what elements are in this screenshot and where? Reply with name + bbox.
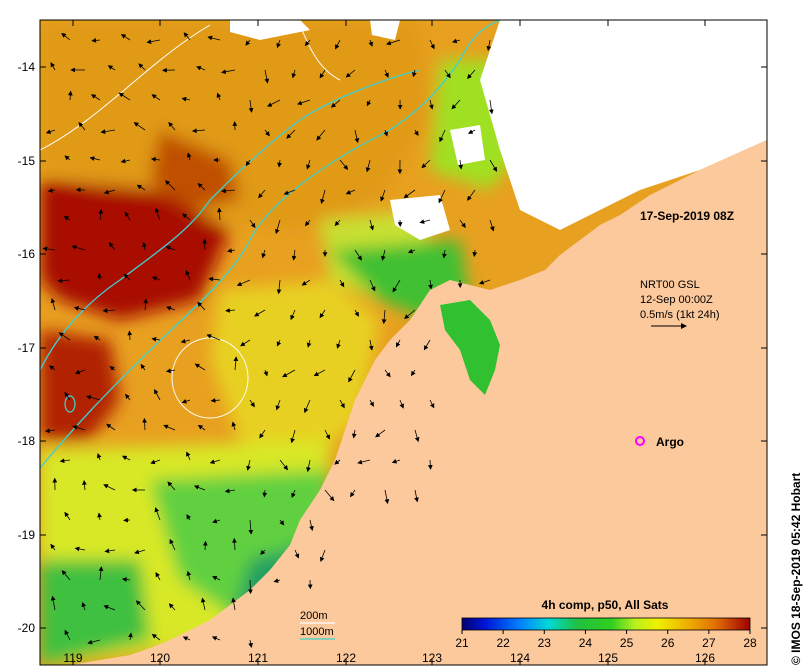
y-tick-label: -20: [18, 621, 36, 635]
colorbar-tick-label: 28: [743, 636, 757, 650]
y-tick-label: -15: [18, 154, 36, 168]
colorbar-gradient: [462, 618, 750, 630]
sst-field: [40, 20, 767, 665]
current-legend-line1: NRT00 GSL: [640, 279, 700, 291]
depth-legend-1000m: 1000m: [300, 626, 334, 638]
x-tick-label: 124: [510, 651, 530, 665]
x-tick-label: 123: [422, 651, 442, 665]
colorbar-tick-label: 25: [620, 636, 634, 650]
y-tick-label: -19: [18, 528, 36, 542]
colorbar-tick-label: 22: [496, 636, 510, 650]
current-legend-line3: 0.5m/s (1kt 24h): [640, 309, 719, 321]
x-tick-label: 125: [598, 651, 618, 665]
argo-label: Argo: [656, 435, 684, 449]
depth-legend-200m: 200m: [300, 610, 328, 622]
colorbar-tick-label: 24: [579, 636, 593, 650]
y-tick-label: -16: [18, 247, 36, 261]
x-tick-label: 126: [695, 651, 715, 665]
colorbar-tick-label: 21: [455, 636, 469, 650]
colorbar-tick-label: 23: [538, 636, 552, 650]
y-tick-label: -17: [18, 341, 36, 355]
x-tick-label: 122: [336, 651, 356, 665]
colorbar-title: 4h comp, p50, All Sats: [542, 598, 669, 612]
current-legend-line2: 12-Sep 00:00Z: [640, 294, 713, 306]
colorbar-tick-label: 27: [702, 636, 716, 650]
x-tick-label: 120: [150, 651, 170, 665]
x-tick-label: 121: [248, 651, 268, 665]
credit-label: © IMOS 18-Sep-2019 05:42 Hobart: [789, 473, 803, 665]
date-label: 17-Sep-2019 08Z: [640, 209, 734, 223]
y-tick-label: -14: [18, 60, 36, 74]
colorbar-tick-label: 26: [661, 636, 675, 650]
x-tick-label: 119: [63, 651, 82, 665]
current-arrow-icon: [129, 331, 130, 340]
y-tick-label: -18: [18, 434, 36, 448]
